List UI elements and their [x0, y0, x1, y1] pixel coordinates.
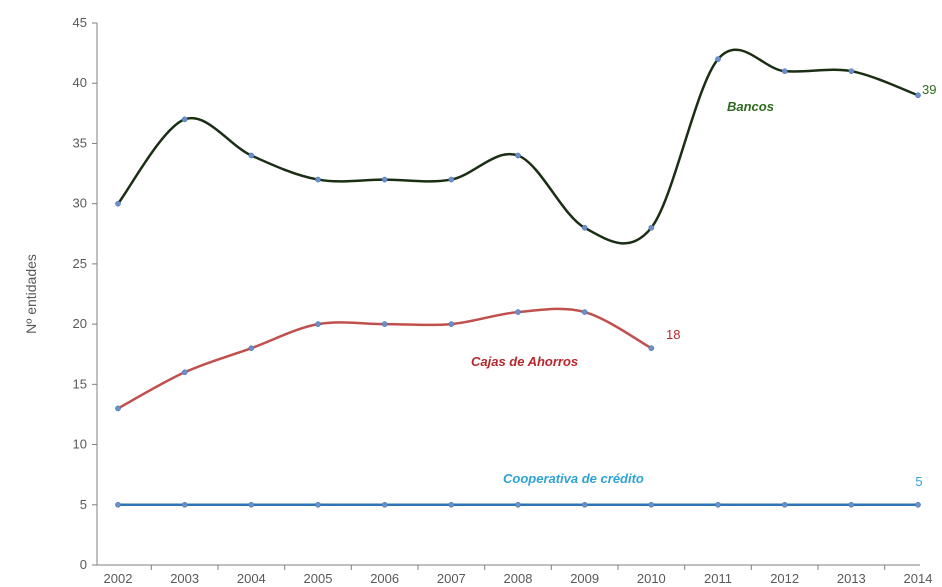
series-label-cajas-de-ahorros: Cajas de Ahorros: [471, 354, 578, 369]
data-point-bancos: [181, 116, 188, 123]
series-label-cooperativa-de-credito: Cooperativa de crédito: [503, 471, 644, 486]
data-point-bancos: [781, 68, 788, 75]
y-tick-label: 0: [80, 557, 87, 572]
y-tick-label: 25: [73, 256, 87, 271]
data-point-cajas-de-ahorros: [381, 321, 388, 327]
data-point-bancos: [115, 200, 121, 207]
data-point-cooperativa-de-credito: [848, 501, 855, 508]
x-tick-label: 2004: [237, 571, 266, 586]
data-point-cajas-de-ahorros: [515, 309, 521, 315]
data-point-bancos: [315, 176, 321, 183]
x-tick-label: 2008: [504, 571, 533, 586]
y-tick-label: 30: [73, 196, 87, 211]
x-tick-label: 2006: [370, 571, 399, 586]
x-tick-label: 2009: [570, 571, 599, 586]
data-point-cooperativa-de-credito: [248, 501, 255, 508]
data-point-bancos: [381, 176, 388, 183]
axes: 0 5 10 15 20 25 30 35 40 45 2002 2003 2004 2005 2006 20…: [73, 15, 933, 586]
data-point-bancos: [848, 68, 855, 75]
x-tick-label: 2014: [904, 571, 933, 586]
x-tick-label: 2013: [837, 571, 866, 586]
x-tick-label: 2003: [170, 571, 199, 586]
x-tick-label: 2007: [437, 571, 466, 586]
data-point-cooperativa-de-credito: [715, 501, 721, 508]
x-tick-label: 2010: [637, 571, 666, 586]
end-value-label-cooperativa-de-credito: 5: [915, 474, 922, 489]
data-point-cajas-de-ahorros: [648, 345, 655, 352]
data-point-cooperativa-de-credito: [181, 501, 188, 508]
data-point-bancos: [715, 56, 721, 62]
x-tick-label: 2012: [770, 571, 799, 586]
data-point-cooperativa-de-credito: [515, 501, 521, 508]
x-tick-label: 2002: [104, 571, 133, 586]
y-tick-label: 40: [73, 75, 87, 90]
y-tick-label: 15: [73, 376, 87, 391]
y-tick-label: 5: [80, 497, 87, 512]
data-point-cooperativa-de-credito: [448, 501, 455, 508]
data-point-cajas-de-ahorros: [448, 321, 455, 327]
data-point-cajas-de-ahorros: [115, 405, 121, 412]
data-point-cajas-de-ahorros: [181, 369, 188, 376]
data-point-cooperativa-de-credito: [915, 501, 921, 508]
data-point-bancos: [248, 152, 255, 159]
data-point-cajas-de-ahorros: [315, 321, 321, 327]
y-tick-label: 20: [73, 316, 87, 331]
end-value-label-cajas-de-ahorros: 18: [666, 327, 680, 342]
data-point-cooperativa-de-credito: [781, 501, 788, 508]
data-point-cooperativa-de-credito: [581, 501, 588, 508]
data-point-bancos: [648, 224, 655, 231]
x-tick-label: 2005: [304, 571, 333, 586]
data-point-bancos: [581, 224, 588, 231]
y-tick-label: 10: [73, 437, 87, 452]
data-point-cajas-de-ahorros: [248, 345, 255, 352]
data-point-cooperativa-de-credito: [648, 501, 655, 508]
data-point-cooperativa-de-credito: [315, 501, 321, 508]
y-tick-label: 35: [73, 135, 87, 150]
series-label-bancos: Bancos: [727, 99, 774, 114]
labels-layer: Bancos 39 Cajas de Ahorros 18 Cooperativa de…: [471, 82, 936, 489]
end-value-label-bancos: 39: [922, 82, 936, 97]
series-layer: [115, 48, 921, 508]
y-axis-label: Nº entidades: [23, 254, 39, 334]
data-point-cooperativa-de-credito: [381, 501, 388, 508]
x-tick-label: 2011: [704, 571, 732, 586]
data-point-bancos: [515, 152, 521, 159]
y-tick-label: 45: [73, 15, 87, 30]
series-line-bancos: [117, 48, 919, 245]
data-point-cajas-de-ahorros: [581, 309, 588, 315]
data-point-bancos: [448, 176, 455, 183]
data-point-cooperativa-de-credito: [115, 501, 121, 508]
data-point-bancos: [915, 92, 921, 99]
